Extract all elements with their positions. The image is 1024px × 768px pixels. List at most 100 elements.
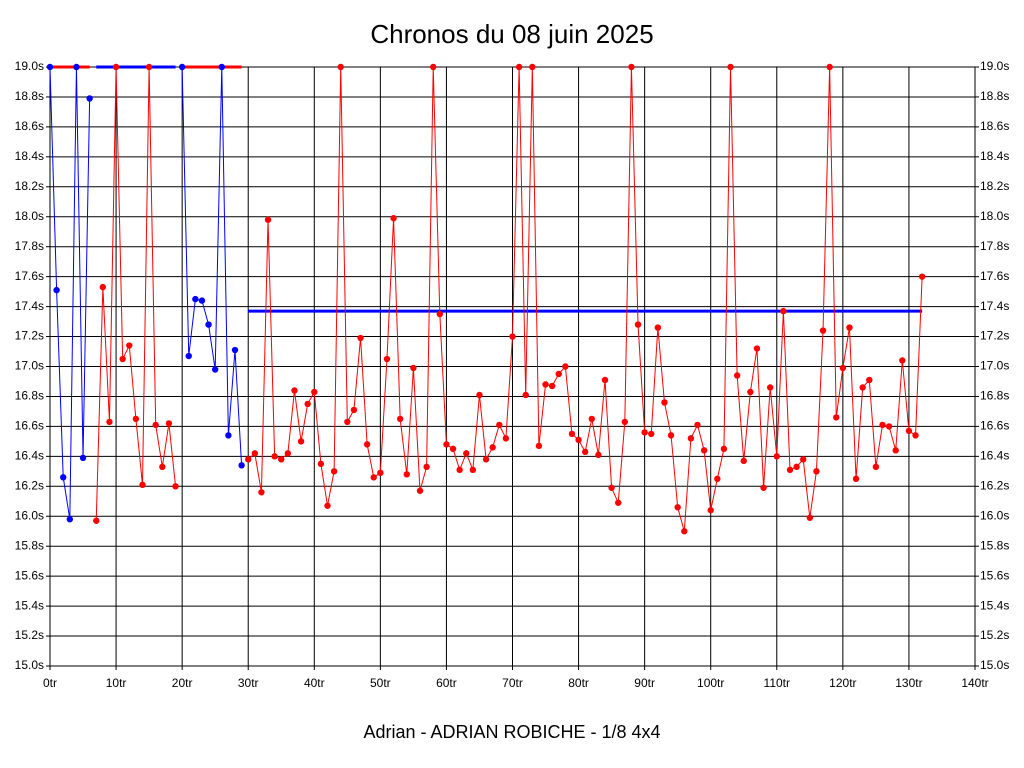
x-tick-label: 10tr — [106, 676, 127, 690]
data-point — [218, 63, 225, 71]
y-tick-label: 18.6s — [15, 119, 44, 133]
plot-frame — [49, 66, 976, 667]
data-point — [819, 327, 827, 334]
y-tick-label: 16.6s — [15, 419, 44, 433]
y2-tick-label: 17.4s — [980, 299, 1009, 313]
data-point — [720, 445, 728, 453]
x-tick-label: 30tr — [238, 676, 259, 690]
data-point — [93, 517, 100, 524]
y-tick-label: 15.4s — [15, 598, 44, 612]
data-point — [522, 391, 529, 399]
y2-tick-label: 15.0s — [980, 658, 1009, 672]
y2-tick-label: 15.2s — [980, 628, 1009, 642]
data-point — [278, 456, 285, 463]
data-point — [416, 487, 424, 494]
y-tick-label: 18.2s — [15, 179, 44, 193]
data-point — [363, 441, 371, 448]
data-point — [86, 95, 93, 102]
data-point — [291, 387, 298, 394]
data-point — [482, 456, 490, 463]
data-point — [806, 514, 814, 521]
data-point — [79, 454, 87, 462]
data-point — [700, 447, 708, 454]
data-point — [106, 418, 113, 426]
y2-tick-label: 19.0s — [980, 59, 1009, 73]
y2-tick-label: 16.2s — [980, 478, 1009, 492]
y-tick-label: 16.0s — [15, 508, 44, 522]
y-tick-label: 17.4s — [15, 299, 44, 313]
data-point — [145, 63, 153, 71]
data-point — [773, 453, 780, 460]
data-point — [800, 456, 807, 463]
data-point — [297, 438, 305, 445]
data-point — [846, 324, 853, 331]
data-point — [99, 283, 107, 291]
data-point — [172, 483, 179, 490]
data-point — [885, 423, 893, 430]
y2-tick-label: 18.0s — [980, 209, 1009, 223]
data-point — [529, 63, 536, 71]
data-point — [324, 502, 331, 509]
data-point — [430, 63, 437, 71]
data-point — [899, 357, 906, 364]
data-point — [555, 370, 562, 378]
x-tick-label: 40tr — [304, 676, 325, 690]
data-point — [747, 388, 754, 396]
data-point — [377, 469, 384, 477]
data-point — [245, 456, 252, 463]
x-tick-label: 0tr — [43, 676, 57, 690]
y-tick-label: 17.2s — [15, 329, 44, 343]
data-point — [73, 63, 80, 71]
data-point — [581, 448, 589, 456]
data-point — [231, 346, 239, 354]
data-point — [390, 215, 397, 222]
data-point — [905, 427, 913, 435]
data-point — [225, 432, 232, 439]
data-point — [383, 355, 391, 363]
x-tick-label: 110tr — [764, 676, 790, 690]
y-tick-label: 18.8s — [15, 89, 44, 103]
data-point — [357, 334, 364, 342]
data-point — [396, 415, 404, 423]
y2-tick-label: 15.4s — [980, 598, 1009, 612]
data-point — [311, 388, 318, 396]
data-point — [912, 432, 919, 439]
data-point — [687, 435, 695, 442]
data-point — [621, 418, 629, 426]
x-tick-label: 100tr — [697, 676, 724, 690]
data-point — [436, 310, 444, 318]
data-point — [641, 429, 648, 436]
data-point — [813, 468, 820, 475]
data-point — [211, 366, 219, 373]
data-point — [780, 307, 787, 315]
y-tick-label: 18.4s — [15, 149, 44, 163]
data-point — [733, 372, 741, 379]
y2-tick-label: 18.4s — [980, 149, 1009, 163]
y2-tick-label: 18.2s — [980, 179, 1009, 193]
data-point — [185, 352, 192, 360]
data-point — [350, 406, 358, 414]
x-tick-label: 50tr — [370, 676, 391, 690]
y2-tick-label: 18.8s — [980, 89, 1009, 103]
y2-tick-label: 15.6s — [980, 568, 1009, 582]
data-point — [753, 345, 761, 352]
data-point — [271, 453, 278, 460]
data-point — [601, 376, 609, 384]
y2-tick-label: 18.6s — [980, 119, 1009, 133]
y-tick-label: 19.0s — [15, 59, 44, 73]
y2-tick-label: 16.8s — [980, 389, 1009, 403]
data-point — [337, 63, 344, 71]
x-tick-label: 20tr — [172, 676, 193, 690]
data-point — [53, 286, 60, 294]
data-point — [608, 484, 615, 491]
data-point — [443, 441, 450, 448]
data-point — [681, 528, 688, 535]
y-tick-label: 17.8s — [15, 239, 44, 253]
data-point — [178, 63, 186, 71]
data-point — [766, 384, 774, 391]
data-point — [344, 418, 351, 426]
data-point — [648, 430, 655, 438]
data-point — [595, 451, 602, 459]
y2-tick-label: 17.0s — [980, 359, 1009, 373]
data-point — [707, 507, 714, 514]
